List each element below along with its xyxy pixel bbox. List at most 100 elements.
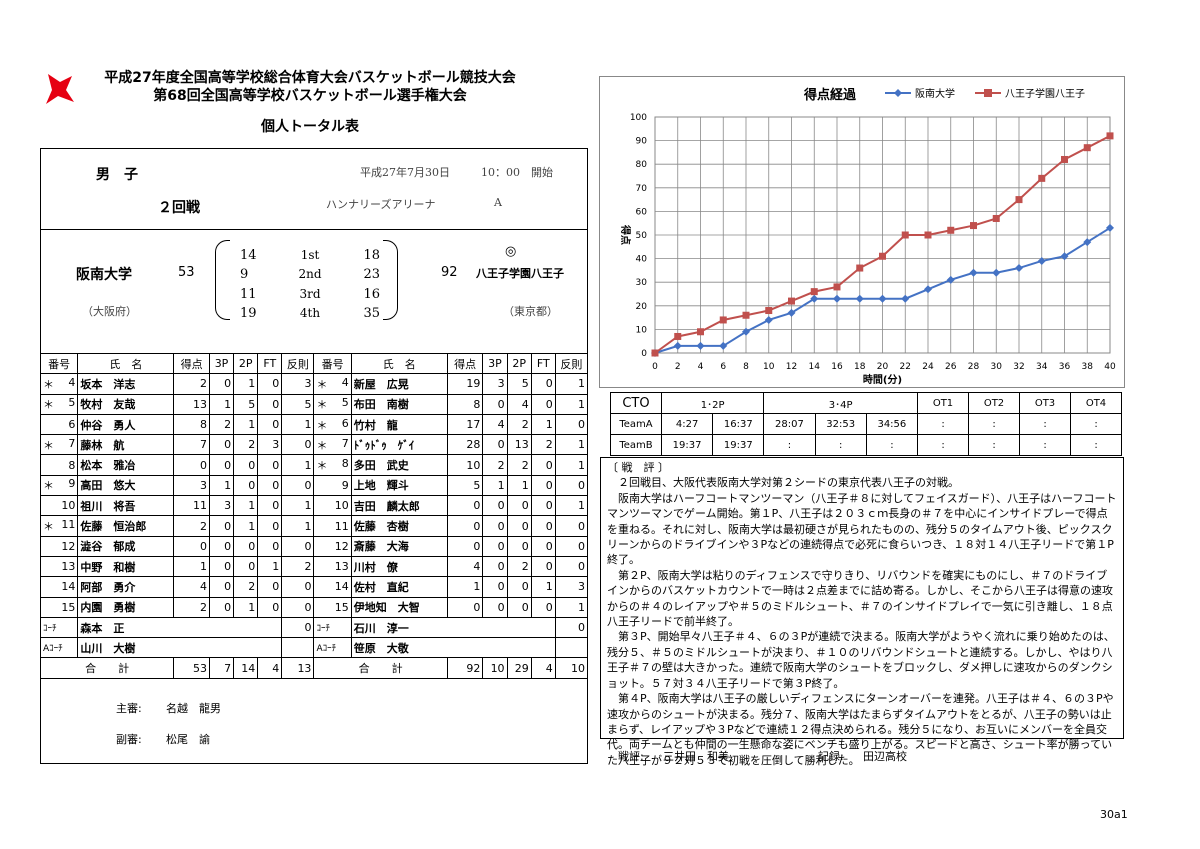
x-tick-label: 28 [968, 362, 980, 372]
player-number: ＊ 6 [313, 413, 352, 436]
player-number: ＊ 5 [39, 393, 79, 415]
x-tick-label: 22 [900, 362, 911, 372]
y-tick-label: 80 [636, 160, 648, 170]
total-p2: 14 [233, 657, 259, 679]
player-p2: 1 [233, 373, 259, 395]
column-header: 番号 [313, 352, 352, 375]
data-point [1015, 264, 1023, 273]
table-row: 14 阿部 勇介 4 0 2 0 0 14 佐村 直紀 1 0 0 1 3 [39, 576, 589, 598]
player-p3: 0 [482, 555, 508, 578]
player-number-value: 8 [341, 457, 349, 471]
player-name: 上地 輝斗 [350, 474, 448, 497]
total-ft: 4 [530, 657, 556, 679]
data-point [742, 311, 750, 319]
player-p3: 0 [208, 373, 235, 395]
starter-mark: ＊ [43, 398, 54, 412]
y-tick-label: 70 [636, 184, 648, 194]
chart-title: 得点経過 [803, 87, 857, 103]
page-code: 30a1 [1100, 808, 1128, 821]
table-row: 6 仲谷 勇人 8 2 1 0 1 ＊ 6 竹村 龍 17 4 2 1 0 [39, 413, 589, 436]
review-paragraph: ２回戦目、大阪代表阪南大学対第２シードの東京代表八王子の対戦。 [607, 476, 959, 490]
team-a-name: 阪南大学 [76, 267, 132, 283]
player-pts: 13 [173, 393, 210, 415]
player-number: ＊ 8 [313, 454, 352, 476]
cto-team-label: TeamA [610, 413, 662, 435]
player-name: 澁谷 郁成 [77, 535, 175, 557]
player-number-value: 12 [334, 539, 349, 553]
player-p3: 0 [482, 393, 508, 415]
player-p3: 1 [482, 474, 508, 497]
staff-row: Aｺｰﾁ 山川 大樹 Aｺｰﾁ 笹原 大敬 [39, 637, 589, 659]
player-p2: 0 [233, 535, 259, 557]
player-name: 牧村 友哉 [77, 393, 175, 415]
player-p2: 0 [233, 474, 259, 497]
table-row: ＊ 4 坂本 洋志 2 0 1 0 3 ＊ 4 新屋 広晃 19 3 5 0 1 [39, 373, 589, 395]
cto-time: 19:37 [660, 434, 714, 456]
player-pts: 19 [446, 373, 484, 395]
total-pts: 92 [446, 657, 484, 679]
player-number-value: 7 [341, 436, 349, 450]
staff-name: 石川 淳一 [350, 616, 556, 639]
data-point [765, 307, 773, 315]
cto-time: : [814, 434, 867, 456]
staff-foul: 0 [554, 616, 589, 639]
player-pf: 1 [554, 596, 589, 618]
y-tick-label: 90 [636, 137, 648, 147]
player-p3: 0 [482, 596, 508, 618]
cto-label: CTO [610, 392, 662, 414]
data-point [674, 332, 682, 340]
review-heading: 〔 戦 評 〕 [607, 461, 669, 474]
x-tick-label: 20 [877, 362, 889, 372]
divider-line [40, 229, 588, 230]
player-number-value: 7 [68, 436, 76, 450]
review-paragraph: 第３P、開始早々八王子＃４、６の３Pが連続で決まる。阪南大学がようやく流れに乗り… [607, 630, 1115, 690]
player-name: 坂本 洋志 [77, 373, 175, 395]
data-point [1037, 256, 1046, 265]
staff-foul [554, 637, 589, 659]
x-tick-label: 40 [1104, 362, 1116, 372]
data-point [787, 308, 796, 317]
game-date: 平成27年7月30日 [360, 166, 450, 179]
team-b-name: 八王子学園八王子 [476, 267, 564, 280]
winner-mark: ◎ [505, 244, 517, 259]
player-p2: 0 [506, 576, 532, 598]
player-pts: 4 [173, 576, 210, 598]
data-point [855, 294, 864, 303]
player-ft: 0 [257, 454, 283, 476]
player-pf: 0 [554, 555, 589, 578]
cto-team-label: TeamB [610, 434, 662, 456]
data-point [833, 283, 841, 291]
team-b-total: 92 [441, 265, 458, 280]
total-pf: 10 [554, 657, 589, 679]
writer-label: 戦評: [618, 750, 644, 763]
cto-time: : [1070, 413, 1122, 435]
review-paragraph: 阪南大学はハーフコートマンツーマン（八王子＃８に対してフェイスガード）、八王子は… [607, 491, 1117, 567]
player-number-value: 4 [341, 375, 349, 389]
player-ft: 0 [530, 555, 556, 578]
player-ft: 1 [530, 413, 556, 436]
player-p3: 0 [482, 535, 508, 557]
staff-foul [281, 637, 315, 659]
player-number-value: 6 [341, 416, 349, 430]
period-scores: 14 1st 18 9 2nd 23 11 3rd 16 19 4th 35 [240, 246, 380, 323]
player-number-value: 13 [334, 560, 349, 574]
x-tick-label: 2 [675, 362, 681, 372]
cto-time: : [1019, 413, 1071, 435]
column-header: 反則 [281, 352, 315, 375]
player-ft: 2 [530, 434, 556, 456]
player-number: 15 [39, 596, 79, 618]
data-point [879, 252, 886, 260]
player-pf: 1 [281, 495, 315, 517]
player-p2: 1 [233, 413, 259, 436]
player-p3: 0 [208, 515, 235, 537]
player-name: 多田 武史 [350, 454, 448, 476]
cto-header-ot3: OT3 [1019, 392, 1071, 414]
staff-name: 森本 正 [77, 616, 283, 639]
player-p2: 2 [506, 413, 532, 436]
player-p2: 2 [233, 576, 259, 598]
recorder-name: 田辺高校 [863, 750, 907, 763]
player-number-value: 14 [334, 580, 349, 594]
title-line-1: 平成27年度全国高等学校総合体育大会バスケットボール競技大会 [104, 70, 516, 86]
